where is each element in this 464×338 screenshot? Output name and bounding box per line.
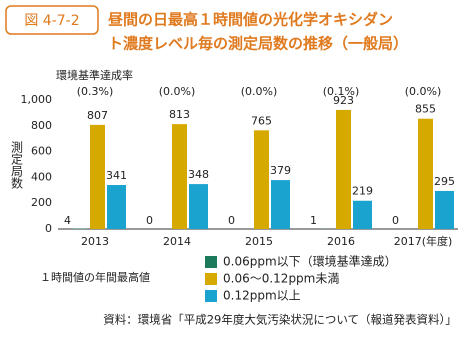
source: 資料：環境省「平成29年度大気汚染状況について（報道発表資料）」 — [103, 313, 457, 327]
rate-label: (0.0%) — [241, 85, 278, 98]
value-label: 4 — [64, 214, 71, 227]
legend-swatch — [205, 273, 217, 285]
chart-title: ト濃度レベル毎の測定局数の推移（一般局） — [108, 35, 408, 53]
y-tick-label: 0 — [45, 222, 52, 235]
value-label: 0 — [392, 214, 399, 227]
value-label: 1 — [310, 214, 317, 227]
bar — [73, 228, 87, 229]
value-label: 855 — [415, 103, 436, 116]
rate-label: (0.3%) — [77, 85, 114, 98]
value-label: 923 — [333, 94, 354, 107]
bar — [435, 190, 454, 229]
x-tick-label: 2015 — [245, 235, 273, 248]
bar — [271, 180, 290, 229]
y-tick-label: 600 — [31, 145, 52, 158]
rate-title: 環境基準達成率 — [56, 68, 133, 82]
value-label: 219 — [352, 185, 373, 198]
x-tick-label: 2014 — [163, 235, 191, 248]
value-label: 807 — [87, 109, 108, 122]
legend-swatch — [205, 290, 217, 302]
bar — [172, 124, 187, 229]
y-tick-label: 1,000 — [21, 93, 53, 106]
chart-title: 昼間の日最高１時間値の光化学オキシダン — [108, 11, 393, 29]
y-tick-label: 400 — [31, 170, 52, 183]
legend-label: 0.06ppm以下（環境基準達成） — [223, 254, 397, 269]
value-label: 0 — [228, 214, 235, 227]
bar — [254, 130, 269, 229]
bar — [418, 118, 433, 229]
value-label: 341 — [106, 169, 127, 182]
bar — [336, 109, 351, 229]
bar — [107, 185, 126, 229]
legend-label: 0.06～0.12ppm未満 — [223, 272, 339, 286]
x-tick-label: 2013 — [81, 235, 109, 248]
figure-label-box — [5, 5, 99, 35]
value-label: 348 — [188, 168, 209, 181]
rate-label: (0.0%) — [405, 85, 442, 98]
value-label: 813 — [169, 108, 190, 121]
bar — [353, 200, 372, 229]
value-label: 379 — [270, 164, 291, 177]
legend-label: 0.12ppm以上 — [223, 289, 301, 303]
legend-title: １時間値の年間最高値 — [40, 270, 150, 284]
x-tick-label: 2016 — [327, 235, 355, 248]
value-label: 0 — [146, 214, 153, 227]
y-axis-label: 測定局数 — [10, 141, 24, 190]
figure-label: 図 4-7-2 — [24, 13, 79, 29]
legend-swatch — [205, 256, 217, 268]
rate-label: (0.1%) — [323, 85, 360, 98]
x-tick-label: 2017(年度) — [394, 234, 453, 248]
y-tick-label: 200 — [31, 196, 52, 209]
value-label: 765 — [251, 114, 272, 127]
rate-label: (0.0%) — [159, 85, 196, 98]
value-label: 295 — [434, 175, 455, 188]
bar — [90, 124, 105, 229]
y-tick-label: 800 — [31, 119, 52, 132]
bar — [189, 184, 208, 229]
